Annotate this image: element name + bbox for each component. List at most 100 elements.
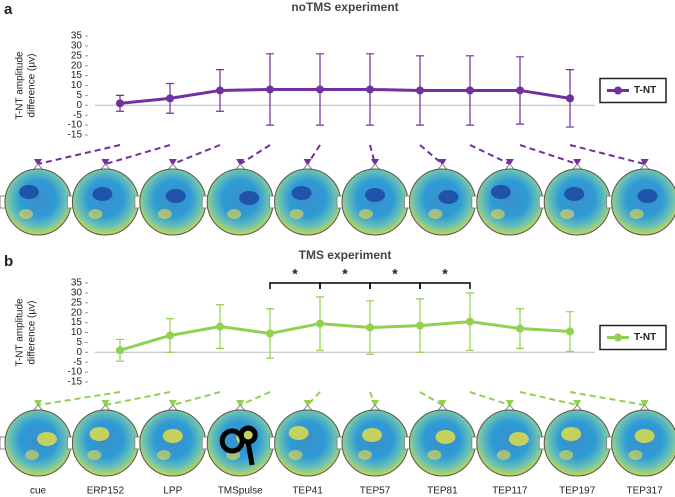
x-tick-label: TEP317 bbox=[627, 486, 664, 497]
arrow-head bbox=[168, 159, 177, 166]
topo-map bbox=[0, 404, 77, 477]
arrow-head bbox=[168, 400, 177, 407]
nose bbox=[100, 404, 111, 412]
nose bbox=[639, 163, 650, 171]
arrow bbox=[306, 144, 321, 165]
y-tick-label: 15 bbox=[71, 70, 83, 81]
legend-dot bbox=[614, 333, 622, 342]
head bbox=[476, 168, 544, 236]
arrow-head bbox=[640, 159, 649, 166]
coil bbox=[238, 425, 258, 445]
arrow-head bbox=[505, 159, 514, 166]
data-point bbox=[266, 85, 274, 94]
y-tick-label: 20 bbox=[71, 60, 83, 71]
topo-map bbox=[606, 404, 675, 477]
nose bbox=[302, 404, 313, 412]
data-point bbox=[216, 322, 224, 331]
data-point bbox=[166, 331, 174, 340]
arrow bbox=[469, 391, 511, 406]
legend-label: T-NT bbox=[634, 332, 656, 343]
series-line bbox=[119, 87, 571, 105]
y-tick-label: -10 bbox=[68, 367, 83, 378]
nose bbox=[302, 163, 313, 171]
y-tick-label: 30 bbox=[71, 288, 83, 299]
data-point bbox=[516, 324, 524, 333]
topo-map bbox=[336, 163, 414, 236]
y-tick-label: 0 bbox=[76, 100, 82, 111]
panel-label: a bbox=[4, 1, 13, 18]
arrow bbox=[369, 144, 376, 165]
topo-map bbox=[269, 163, 347, 236]
y-tick-label: -15 bbox=[68, 377, 83, 388]
nose bbox=[571, 404, 583, 412]
y-tick-label: 15 bbox=[71, 317, 83, 328]
coil-handle bbox=[245, 442, 255, 466]
blob bbox=[560, 209, 575, 219]
arrow bbox=[239, 144, 271, 165]
blob bbox=[490, 185, 511, 199]
significance-bracket bbox=[319, 282, 371, 289]
arrow-head bbox=[371, 159, 379, 166]
significance-label: * bbox=[392, 266, 398, 282]
blob bbox=[165, 189, 186, 203]
significance-label: * bbox=[292, 266, 298, 282]
topo-map bbox=[0, 163, 77, 236]
blob bbox=[37, 432, 57, 446]
blob bbox=[19, 209, 33, 219]
y-axis-label: T-NT amplitude bbox=[15, 51, 26, 120]
head bbox=[71, 168, 139, 236]
blob bbox=[438, 190, 459, 204]
blob bbox=[561, 427, 582, 441]
head bbox=[206, 168, 274, 236]
arrow-head bbox=[573, 400, 582, 407]
data-point bbox=[166, 94, 174, 103]
head bbox=[71, 409, 139, 477]
nose bbox=[167, 404, 179, 412]
x-tick-label: TMSpulse bbox=[218, 486, 263, 497]
x-tick-label: TEP197 bbox=[559, 486, 596, 497]
blob bbox=[508, 432, 529, 446]
blob bbox=[634, 429, 655, 443]
y-tick-label: -15 bbox=[68, 130, 83, 141]
topo-map bbox=[606, 163, 675, 236]
arrow-head bbox=[34, 159, 42, 166]
arrow bbox=[105, 391, 171, 406]
blob bbox=[427, 450, 442, 460]
x-tick-label: cue bbox=[30, 486, 47, 497]
x-tick-label: TEP57 bbox=[360, 486, 391, 497]
nose bbox=[639, 404, 650, 412]
nose bbox=[437, 404, 448, 412]
y-tick-label: 5 bbox=[76, 337, 82, 348]
y-tick-label: -5 bbox=[73, 110, 82, 121]
topo-map bbox=[471, 404, 549, 477]
arrow bbox=[519, 391, 578, 406]
arrow-head bbox=[303, 159, 312, 166]
blob bbox=[435, 430, 456, 444]
arrow bbox=[419, 144, 444, 165]
legend-label: T-NT bbox=[634, 85, 656, 96]
legend-dot bbox=[614, 86, 622, 95]
data-point bbox=[566, 327, 574, 336]
head bbox=[4, 409, 72, 477]
nose bbox=[234, 163, 246, 171]
blob bbox=[88, 209, 103, 219]
blob bbox=[288, 450, 303, 460]
y-tick-label: 5 bbox=[76, 90, 82, 101]
topo-map bbox=[66, 404, 144, 477]
topo-map bbox=[538, 163, 616, 236]
head bbox=[341, 409, 409, 477]
y-tick-label: 25 bbox=[71, 50, 83, 61]
arrow bbox=[569, 391, 645, 406]
x-tick-label: TEP81 bbox=[427, 486, 458, 497]
topo-map bbox=[66, 163, 144, 236]
data-point bbox=[116, 346, 124, 355]
arrow-head bbox=[34, 400, 42, 407]
blob bbox=[362, 428, 382, 442]
arrow bbox=[419, 391, 443, 406]
arrow-head bbox=[101, 400, 110, 407]
nose bbox=[100, 163, 111, 171]
data-point bbox=[116, 99, 124, 108]
blob bbox=[629, 209, 644, 219]
topo-map bbox=[201, 404, 279, 477]
